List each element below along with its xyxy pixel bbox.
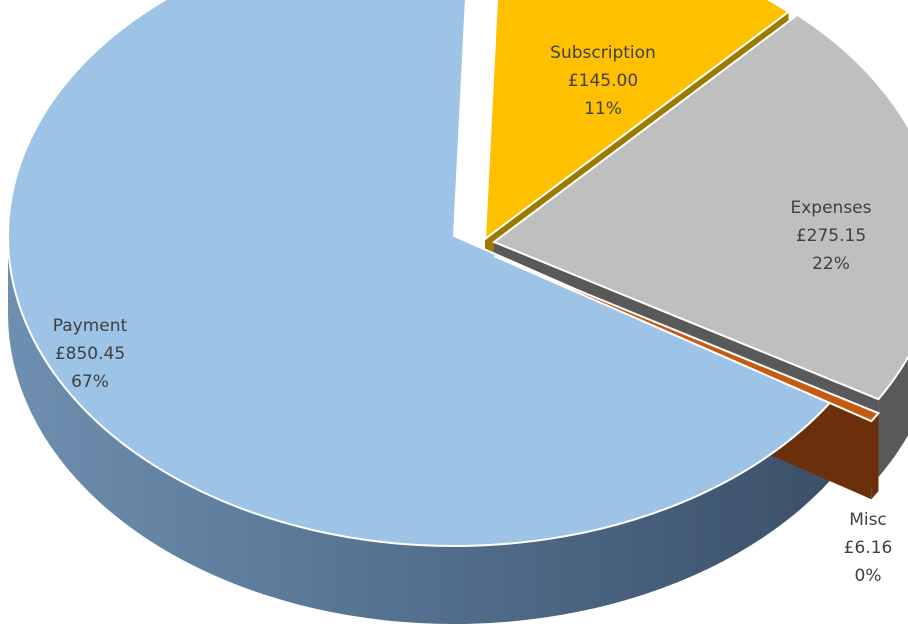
slice-side-expenses	[878, 357, 908, 478]
label-misc-percent: 0%	[855, 566, 882, 586]
slice-side-payment	[8, 236, 832, 625]
pie-top-faces	[7, 0, 908, 547]
slice-top-misc	[493, 255, 881, 423]
label-payment-value: £850.45	[55, 344, 125, 364]
slice-top-payment	[7, 0, 834, 547]
data-label-expenses: Expenses £275.15 22%	[791, 198, 872, 274]
label-expenses-value: £275.15	[796, 226, 866, 246]
label-misc-name: Misc	[849, 510, 887, 530]
data-label-payment: Payment £850.45 67%	[53, 316, 128, 392]
label-misc-value: £6.16	[844, 538, 893, 558]
label-payment-name: Payment	[53, 316, 128, 336]
slice-top-subscription	[483, 0, 791, 242]
label-subscription-value: £145.00	[568, 71, 638, 91]
slice-top-expenses	[491, 13, 908, 401]
data-label-subscription: Subscription £145.00 11%	[550, 43, 656, 119]
label-expenses-percent: 22%	[812, 254, 850, 274]
label-payment-percent: 67%	[71, 372, 109, 392]
label-subscription-name: Subscription	[550, 43, 656, 63]
data-label-misc: Misc £6.16 0%	[844, 510, 893, 586]
label-subscription-percent: 11%	[584, 99, 622, 119]
label-expenses-name: Expenses	[791, 198, 872, 218]
